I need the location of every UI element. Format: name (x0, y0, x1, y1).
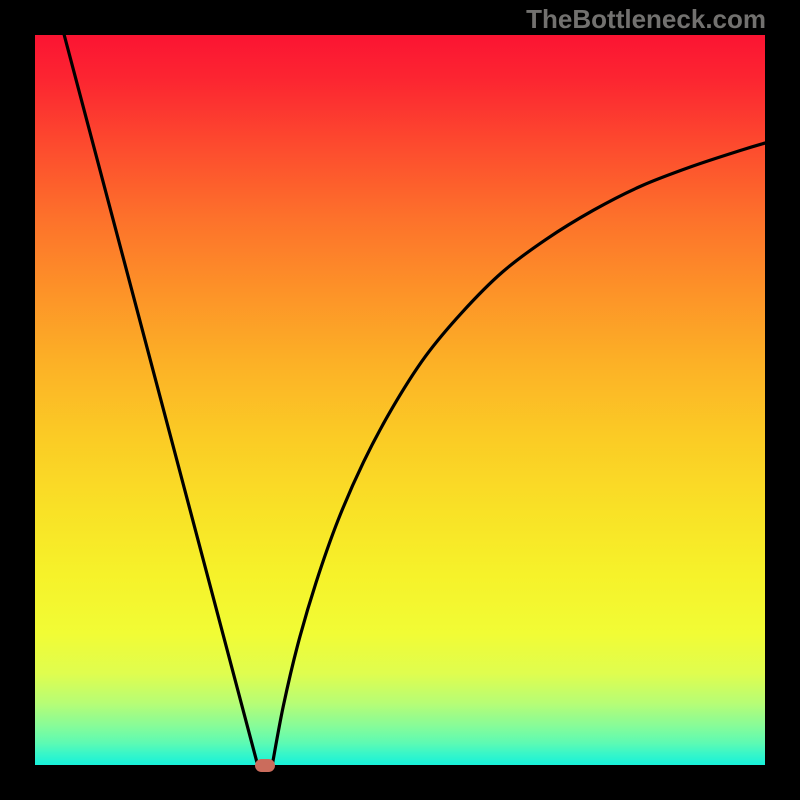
bottleneck-curve (35, 35, 765, 765)
plot-area (35, 35, 765, 765)
watermark-text: TheBottleneck.com (526, 4, 766, 35)
chart-container: TheBottleneck.com (0, 0, 800, 800)
minimum-marker (255, 759, 275, 772)
